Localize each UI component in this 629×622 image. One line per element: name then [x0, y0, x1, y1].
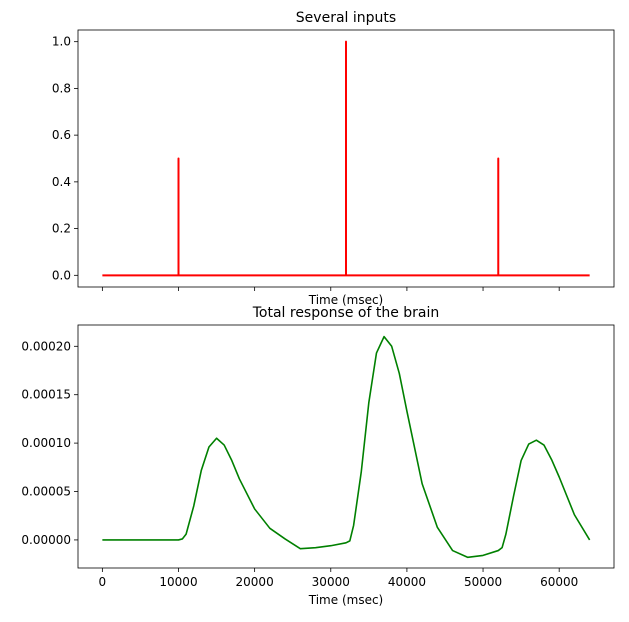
series-line-0 [102, 40, 590, 277]
y-tick-label: 0.0 [52, 268, 71, 282]
x-axis-label: Time (msec) [308, 293, 383, 307]
y-tick-label: 0.4 [52, 175, 71, 189]
y-tick-label: 1.0 [52, 35, 71, 49]
axes-frame [77, 29, 615, 288]
x-tick-label: 50000 [464, 575, 502, 589]
series-line-0 [102, 335, 591, 559]
x-tick-label: 0 [99, 575, 107, 589]
y-tick-label: 0.00000 [21, 533, 71, 547]
chart-title: Total response of the brain [252, 305, 440, 321]
x-tick-label: 10000 [159, 575, 197, 589]
y-tick-label: 0.00020 [21, 339, 71, 353]
y-tick-label: 0.00005 [21, 485, 71, 499]
chart-title: Several inputs [296, 10, 396, 26]
x-tick-label: 40000 [388, 575, 426, 589]
y-tick-label: 0.8 [52, 81, 71, 95]
y-tick-label: 0.00015 [21, 388, 71, 402]
y-tick-label: 0.2 [52, 222, 71, 236]
x-tick-label: 30000 [312, 575, 350, 589]
y-tick-label: 0.00010 [21, 436, 71, 450]
x-tick-label: 60000 [540, 575, 578, 589]
x-axis-label: Time (msec) [308, 593, 383, 607]
x-tick-label: 20000 [236, 575, 274, 589]
chart-total-response: 0.00000 0.00005 0.00010 0.00015 0.00020 0 1000… [21, 305, 615, 607]
y-tick-label: 0.6 [52, 128, 71, 142]
axes-frame [77, 324, 615, 569]
chart-several-inputs: 0.0 0.2 0.4 0.6 0.8 1.0 Several inputs Time (ms… [52, 10, 615, 307]
